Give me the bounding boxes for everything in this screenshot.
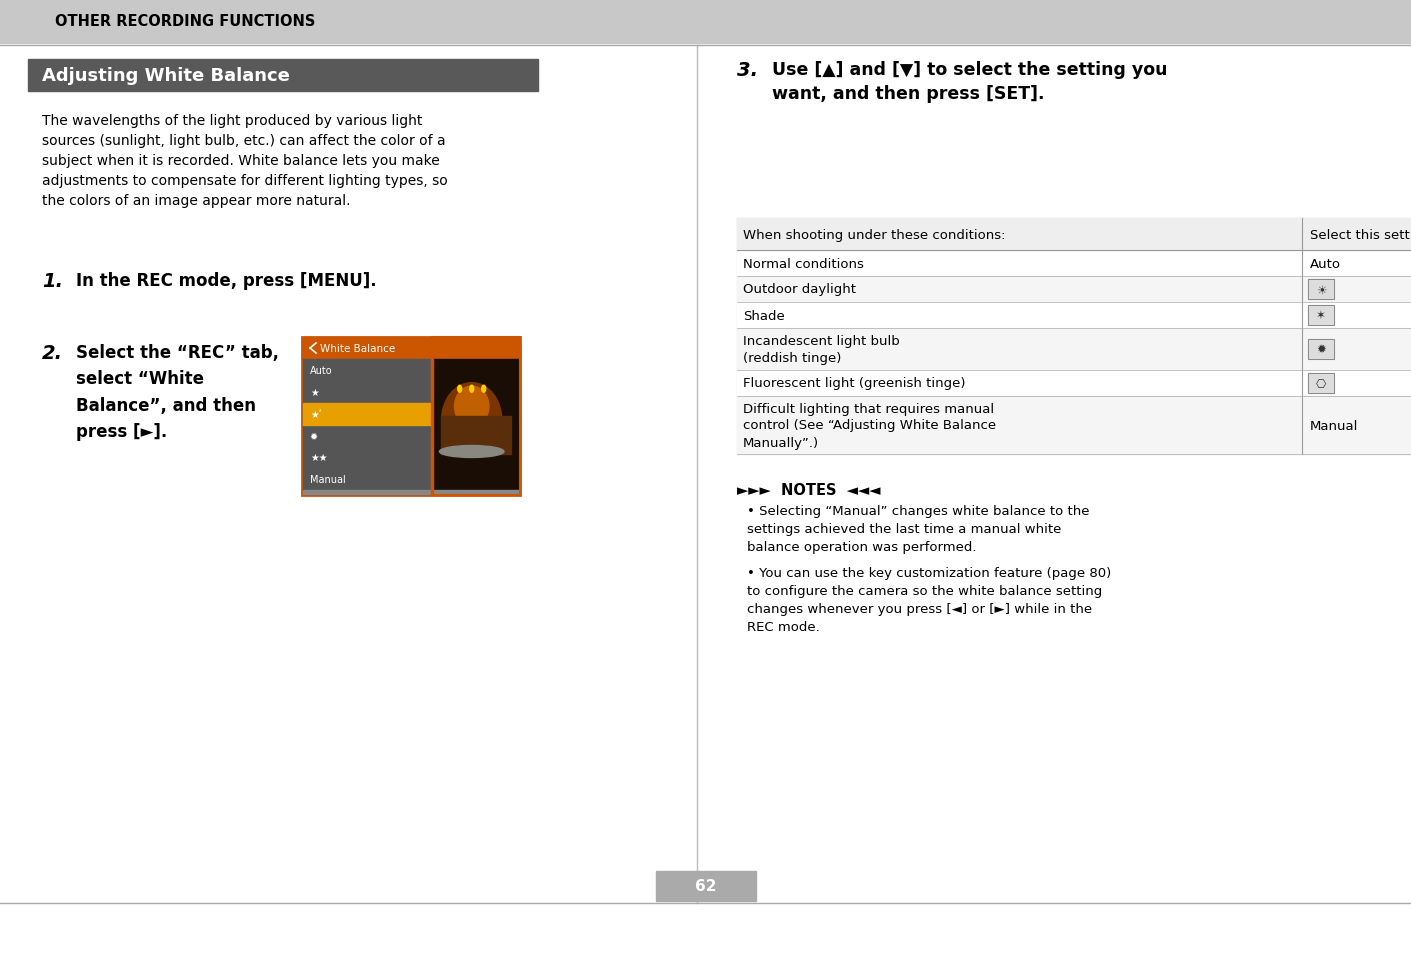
Text: White Balance: White Balance bbox=[320, 344, 395, 354]
Text: Auto: Auto bbox=[1309, 257, 1340, 271]
Bar bbox=[303, 359, 430, 495]
Text: When shooting under these conditions:: When shooting under these conditions: bbox=[744, 229, 1006, 241]
Text: ►►►  NOTES  ◄◄◄: ►►► NOTES ◄◄◄ bbox=[737, 482, 880, 497]
Ellipse shape bbox=[457, 386, 461, 393]
Text: Manual: Manual bbox=[1309, 419, 1359, 432]
Text: In the REC mode, press [MENU].: In the REC mode, press [MENU]. bbox=[76, 272, 377, 290]
Text: Normal conditions: Normal conditions bbox=[744, 257, 864, 271]
Bar bbox=[737, 219, 1411, 251]
Text: 1.: 1. bbox=[42, 272, 63, 291]
Bar bbox=[1308, 306, 1333, 326]
Text: ✶: ✶ bbox=[1316, 309, 1326, 322]
Text: Select this setting:: Select this setting: bbox=[1309, 229, 1411, 241]
Text: Adjusting White Balance: Adjusting White Balance bbox=[42, 67, 289, 85]
Bar bbox=[432, 337, 521, 496]
Bar bbox=[737, 303, 1411, 329]
Text: ✹: ✹ bbox=[310, 431, 317, 441]
Bar bbox=[737, 371, 1411, 396]
Text: Auto: Auto bbox=[310, 366, 333, 375]
Text: ★: ★ bbox=[310, 387, 319, 397]
Text: ☀: ☀ bbox=[1315, 283, 1326, 296]
Text: OTHER RECORDING FUNCTIONS: OTHER RECORDING FUNCTIONS bbox=[55, 14, 316, 30]
Bar bbox=[1308, 339, 1333, 359]
Bar bbox=[1308, 280, 1333, 299]
Text: Outdoor daylight: Outdoor daylight bbox=[744, 283, 856, 296]
Bar bbox=[737, 251, 1411, 276]
Bar bbox=[1308, 339, 1333, 359]
Bar bbox=[303, 491, 519, 495]
Ellipse shape bbox=[439, 446, 504, 458]
Bar bbox=[302, 337, 521, 496]
Text: Manual: Manual bbox=[310, 475, 346, 484]
Ellipse shape bbox=[454, 387, 488, 427]
Text: Use [▲] and [▼] to select the setting you
want, and then press [SET].: Use [▲] and [▼] to select the setting yo… bbox=[772, 61, 1167, 103]
Text: Fluorescent light (greenish tinge): Fluorescent light (greenish tinge) bbox=[744, 377, 965, 390]
Bar bbox=[656, 871, 755, 901]
Ellipse shape bbox=[470, 386, 474, 393]
Text: Difficult lighting that requires manual
control (See “Adjusting White Balance
Ma: Difficult lighting that requires manual … bbox=[744, 402, 996, 449]
Text: ★ʹ: ★ʹ bbox=[310, 409, 322, 419]
Text: The wavelengths of the light produced by various light
sources (sunlight, light : The wavelengths of the light produced by… bbox=[42, 113, 447, 208]
Bar bbox=[0, 0, 1411, 44]
Text: Select the “REC” tab,
select “White
Balance”, and then
press [►].: Select the “REC” tab, select “White Bala… bbox=[76, 344, 279, 440]
Text: 3.: 3. bbox=[737, 61, 758, 80]
Bar bbox=[433, 359, 519, 495]
Bar bbox=[303, 403, 430, 425]
Bar bbox=[442, 416, 511, 454]
Bar bbox=[303, 338, 519, 358]
Bar bbox=[1308, 374, 1333, 394]
Text: Shade: Shade bbox=[744, 309, 785, 322]
Bar bbox=[737, 396, 1411, 455]
Text: 2.: 2. bbox=[42, 344, 63, 363]
Bar bbox=[737, 276, 1411, 303]
Bar bbox=[430, 359, 433, 495]
Bar bbox=[28, 60, 538, 91]
Text: • Selecting “Manual” changes white balance to the
settings achieved the last tim: • Selecting “Manual” changes white balan… bbox=[746, 504, 1089, 554]
Bar bbox=[1308, 306, 1333, 326]
Bar bbox=[737, 329, 1411, 371]
Ellipse shape bbox=[442, 383, 502, 457]
Text: • You can use the key customization feature (page 80)
to configure the camera so: • You can use the key customization feat… bbox=[746, 566, 1112, 634]
Ellipse shape bbox=[481, 386, 485, 393]
Bar bbox=[1308, 374, 1333, 394]
Bar bbox=[737, 219, 1411, 455]
Text: Incandescent light bulb
(reddish tinge): Incandescent light bulb (reddish tinge) bbox=[744, 335, 900, 365]
Text: ✹: ✹ bbox=[1316, 343, 1326, 356]
Text: 62: 62 bbox=[694, 879, 717, 894]
Text: ⎔: ⎔ bbox=[1316, 377, 1326, 390]
Bar bbox=[1308, 280, 1333, 299]
Text: ★★: ★★ bbox=[310, 453, 327, 463]
